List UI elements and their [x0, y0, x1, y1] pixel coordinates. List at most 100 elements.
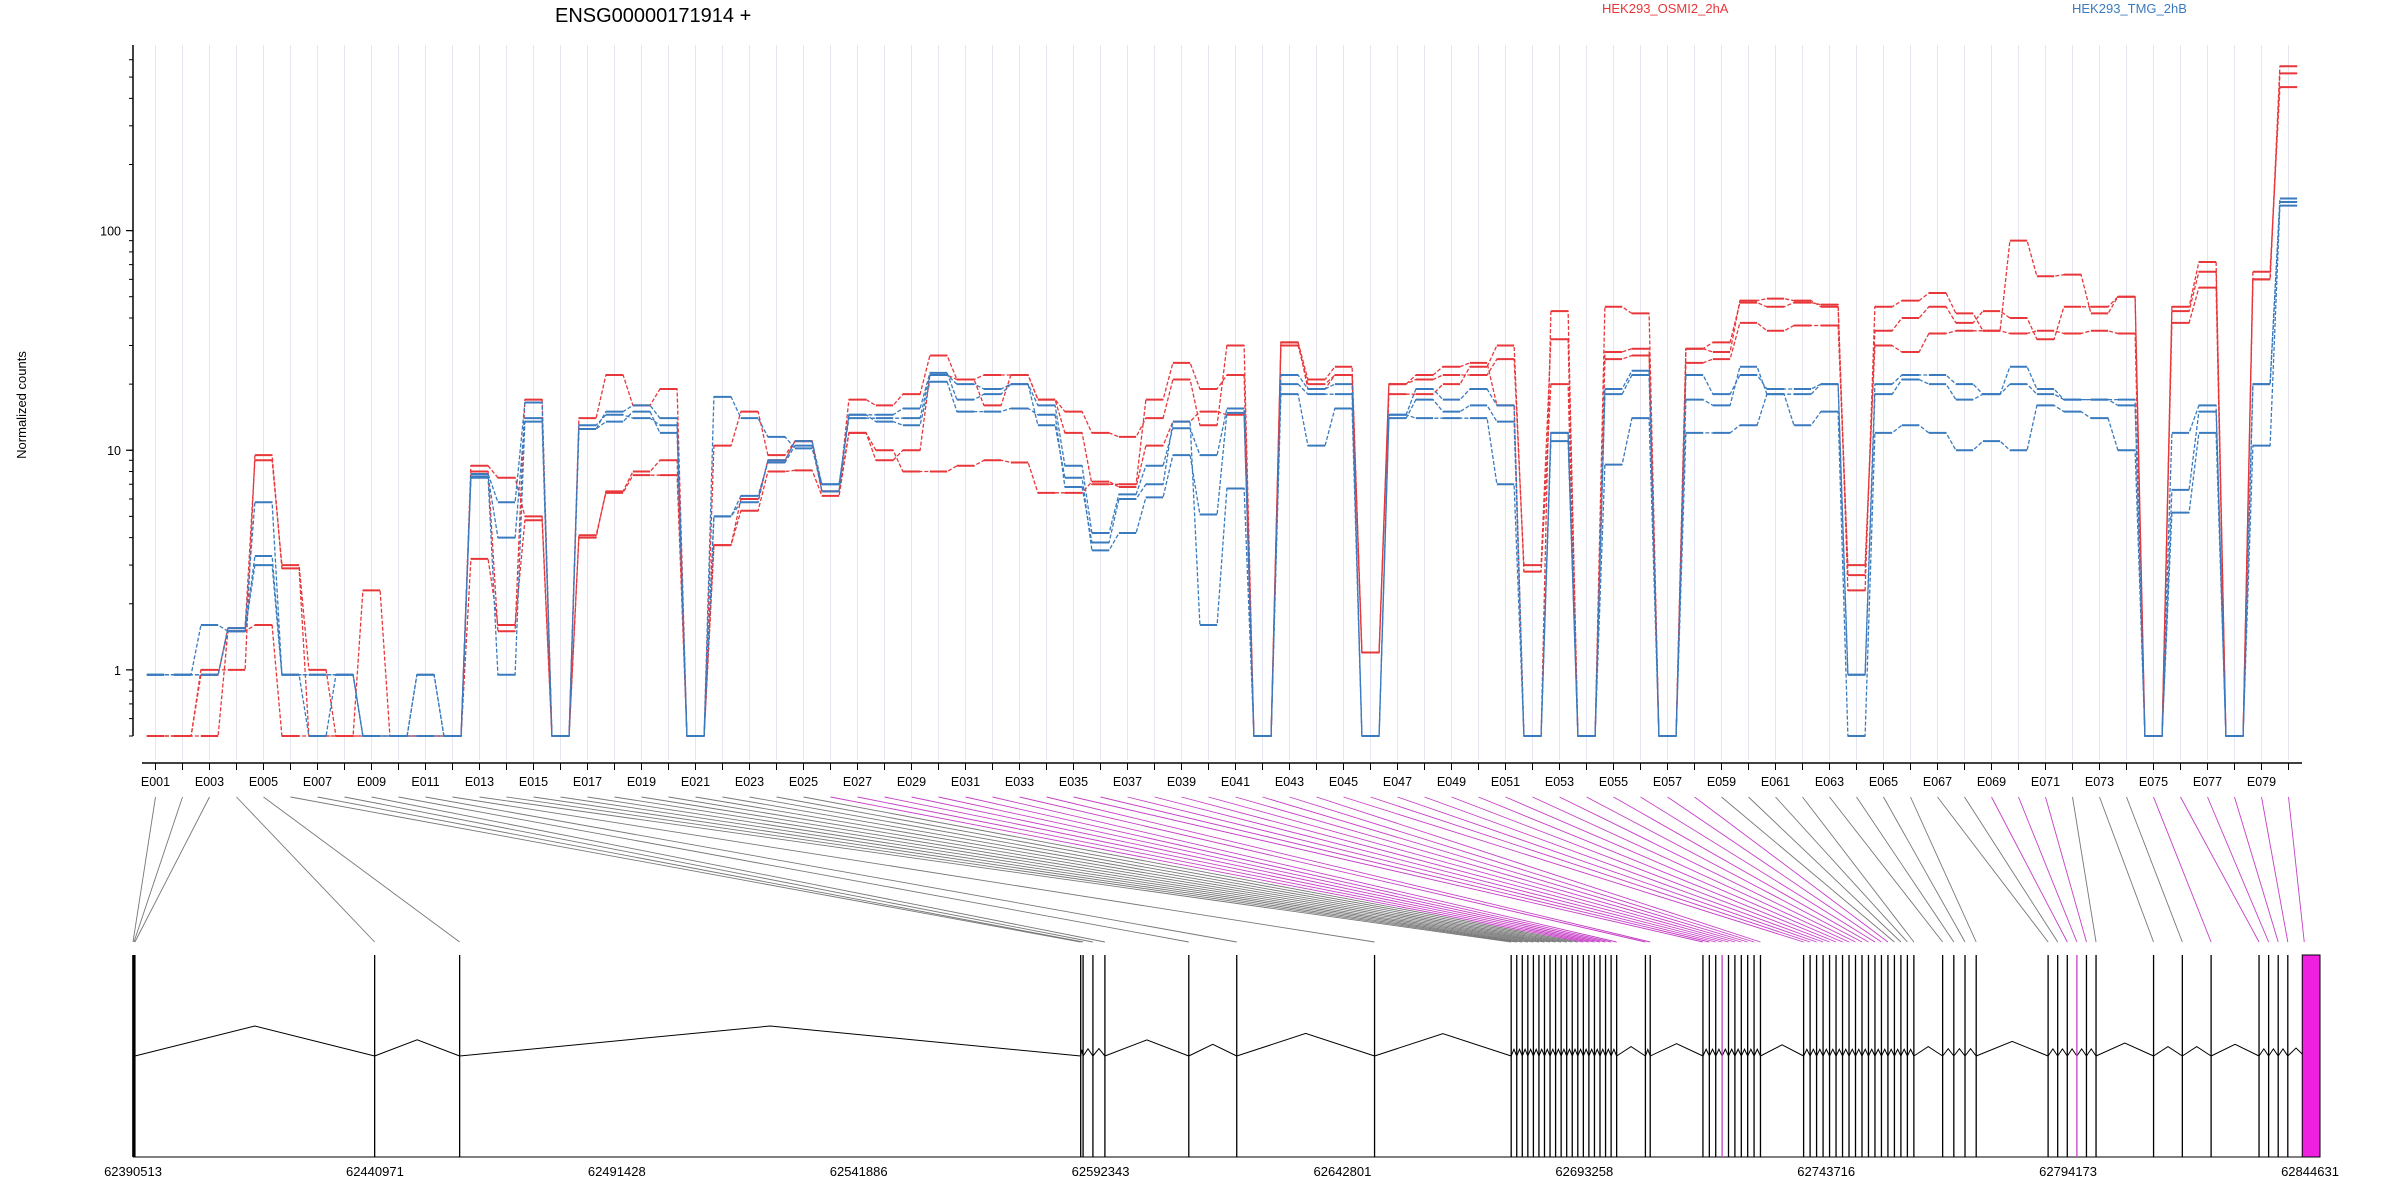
exon-connector	[614, 796, 1540, 943]
x-tick-label: E005	[249, 775, 278, 789]
exon-block	[2301, 954, 2321, 1158]
x-ticks: E001 E003 E005 E007 E009 E011 E013 E015 E017 E019…	[141, 763, 2289, 789]
intron-line	[1374, 1033, 1512, 1057]
intron-line	[1880, 1048, 1889, 1057]
exon-connector	[344, 796, 1094, 943]
y-tick-label: 1	[114, 664, 121, 678]
x-tick-label: E027	[843, 775, 872, 789]
x-tick-label: E007	[303, 775, 332, 789]
exon-connector	[1640, 796, 1876, 943]
exon-connector	[2207, 796, 2270, 943]
exon-connector	[1748, 796, 1902, 943]
genomic-coordinate-label: 62491428	[588, 1164, 646, 1179]
intron-line	[1829, 1048, 1837, 1057]
x-tick-label: E017	[573, 775, 602, 789]
exon-connector	[911, 796, 1601, 943]
exon-connector	[1289, 796, 1755, 943]
chart-title: ENSG00000171914 +	[555, 5, 751, 27]
exon-connector	[425, 796, 1237, 943]
intron-line	[1616, 1045, 1646, 1057]
exon-connector	[2234, 796, 2279, 943]
x-tick-label: E031	[951, 775, 980, 789]
intron-line	[2277, 1047, 2289, 1057]
x-tick-label: E065	[1869, 775, 1898, 789]
intron-line	[1708, 1048, 1717, 1057]
exon-connector	[1991, 796, 2068, 943]
exon-connector	[884, 796, 1595, 943]
x-tick-label: E055	[1599, 775, 1628, 789]
intron-line	[1861, 1048, 1869, 1057]
exon-connector	[1694, 796, 1889, 943]
exon-connector	[965, 796, 1612, 943]
intron-line	[1593, 1048, 1601, 1057]
x-tick-label: E053	[1545, 775, 1574, 789]
intron-line	[1236, 1032, 1375, 1057]
exon-connector	[1829, 796, 1943, 943]
exon-connector	[722, 796, 1562, 943]
exon-connector	[133, 796, 183, 943]
x-tick-label: E075	[2139, 775, 2168, 789]
x-tick-label: E045	[1329, 775, 1358, 789]
exon-connector	[1208, 796, 1736, 943]
exon-connector	[992, 796, 1617, 943]
intron-line	[2182, 1045, 2212, 1057]
exon-connector	[132, 796, 156, 943]
intron-line	[2086, 1047, 2097, 1057]
x-tick-label: E041	[1221, 775, 1250, 789]
intron-line	[1538, 1048, 1545, 1057]
exon-connector	[506, 796, 1517, 943]
exon-connector	[1937, 796, 2049, 943]
x-tick-label: E015	[519, 775, 548, 789]
intron-line	[1577, 1048, 1584, 1057]
x-tick-label: E035	[1059, 775, 1088, 789]
exon-connectors	[132, 796, 2305, 943]
series-line	[146, 197, 2298, 737]
legend-label-osmi: HEK293_OSMI2_2hA	[1602, 1, 1729, 16]
x-tick-label: E073	[2085, 775, 2114, 789]
x-tick-label: E021	[681, 775, 710, 789]
intron-line	[1816, 1048, 1824, 1057]
genomic-coordinate-label: 62642801	[1314, 1164, 1372, 1179]
exon-connector	[2180, 796, 2260, 943]
genomic-coordinate-label: 62390513	[104, 1164, 162, 1179]
exon-connector	[398, 796, 1189, 943]
intron-line	[1760, 1044, 1804, 1057]
x-tick-label: E019	[627, 775, 656, 789]
intron-line	[2258, 1047, 2270, 1057]
intron-line	[1521, 1048, 1529, 1057]
x-tick-label: E033	[1005, 775, 1034, 789]
exon-connector	[803, 796, 1578, 943]
intron-line	[2268, 1047, 2279, 1057]
intron-line	[1942, 1047, 1955, 1057]
x-tick-label: E039	[1167, 775, 1196, 789]
intron-line	[1527, 1048, 1534, 1057]
intron-line	[2287, 1047, 2305, 1057]
intron-line	[2210, 1043, 2260, 1057]
series-line	[146, 72, 2298, 737]
genomic-coordinate-label: 62844631	[2281, 1164, 2339, 1179]
exon-connector	[695, 796, 1556, 943]
intron-line	[1092, 1047, 1106, 1057]
intron-line	[1822, 1048, 1831, 1057]
y-tick-label: 10	[107, 444, 121, 458]
intron-line	[1649, 1043, 1704, 1057]
intron-line	[1868, 1048, 1876, 1057]
intron-line	[1188, 1043, 1237, 1057]
intron-line	[1906, 1048, 1915, 1057]
intron-line	[1913, 1045, 1943, 1057]
intron-line	[2153, 1045, 2183, 1057]
x-tick-label: E011	[411, 775, 439, 789]
intron-line	[1532, 1048, 1540, 1057]
intron-line	[1855, 1048, 1863, 1057]
intron-line	[1516, 1048, 1523, 1057]
exon-connector	[1667, 796, 1882, 943]
series-layer	[146, 65, 2298, 737]
intron-line	[1803, 1048, 1811, 1057]
exon-connector	[371, 796, 1105, 943]
x-tick-label: E023	[735, 775, 764, 789]
intron-line	[1721, 1048, 1729, 1057]
exon-connector	[1478, 796, 1837, 943]
exon-connector	[1235, 796, 1742, 943]
series-line	[146, 65, 2298, 737]
x-tick-label: E079	[2247, 775, 2276, 789]
